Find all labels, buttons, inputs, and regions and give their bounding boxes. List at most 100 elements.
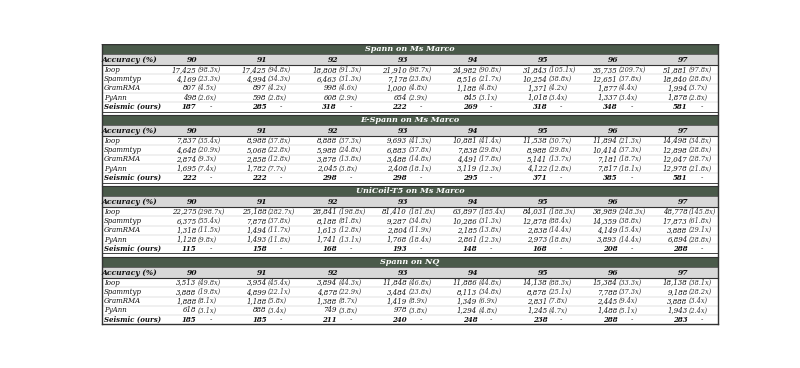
Text: (37.8x): (37.8x) [268, 137, 291, 145]
Text: 96: 96 [608, 56, 618, 64]
Text: (2.9x): (2.9x) [338, 93, 358, 102]
Text: (38.8x): (38.8x) [549, 75, 572, 83]
Text: 92: 92 [327, 56, 338, 64]
Text: (2.8x): (2.8x) [689, 93, 708, 102]
Text: 4,122: 4,122 [527, 164, 547, 173]
Text: 348: 348 [603, 103, 618, 111]
Bar [102, 74, 718, 84]
Text: 2,973: 2,973 [527, 236, 547, 244]
Text: 285: 285 [252, 103, 266, 111]
Text: 96: 96 [608, 269, 618, 277]
Text: 31,843: 31,843 [522, 66, 547, 74]
Text: 1,294: 1,294 [457, 307, 477, 315]
Bar [102, 207, 718, 216]
Text: 93: 93 [398, 269, 408, 277]
Text: 12,878: 12,878 [522, 217, 547, 225]
Text: (15.4x): (15.4x) [619, 226, 642, 234]
Text: 93: 93 [398, 127, 408, 135]
Text: 193: 193 [393, 245, 407, 253]
Text: 3,119: 3,119 [457, 164, 477, 173]
Text: 6,894: 6,894 [667, 236, 687, 244]
Text: (37.8x): (37.8x) [619, 75, 642, 83]
Text: GramRMA: GramRMA [104, 297, 141, 305]
Bar [102, 173, 718, 183]
Text: 3,954: 3,954 [246, 279, 266, 287]
Text: 2,445: 2,445 [598, 297, 618, 305]
Text: E-Spann on Ms Marco: E-Spann on Ms Marco [360, 116, 460, 124]
Text: -: - [280, 103, 282, 111]
Text: 38,989: 38,989 [593, 208, 618, 216]
Text: UniCoil-T5 on Ms Marco: UniCoil-T5 on Ms Marco [356, 187, 464, 195]
Bar [102, 125, 718, 136]
Text: 97: 97 [678, 198, 689, 206]
Text: (97.8x): (97.8x) [689, 66, 712, 74]
Text: 185: 185 [182, 316, 197, 324]
Text: (8.1x): (8.1x) [198, 297, 217, 305]
Text: 24,982: 24,982 [453, 66, 477, 74]
Text: 298: 298 [322, 174, 337, 182]
Text: 1,494: 1,494 [246, 226, 266, 234]
Text: 95: 95 [538, 56, 548, 64]
Text: PyAnn: PyAnn [104, 236, 126, 244]
Text: (298.7x): (298.7x) [198, 208, 226, 216]
Text: 318: 318 [322, 103, 337, 111]
Text: (3.7x): (3.7x) [689, 84, 708, 92]
Text: (21.8x): (21.8x) [689, 164, 712, 173]
Text: -: - [630, 245, 633, 253]
Text: -: - [420, 174, 422, 182]
Text: 1,349: 1,349 [457, 297, 477, 305]
Text: PyAnn: PyAnn [104, 164, 126, 173]
Text: (5.8x): (5.8x) [268, 297, 287, 305]
Text: 8,113: 8,113 [457, 288, 477, 296]
Text: 248: 248 [462, 316, 477, 324]
Text: 7,837: 7,837 [176, 137, 197, 145]
Text: 17,425: 17,425 [172, 66, 197, 74]
Text: 95: 95 [538, 127, 548, 135]
Bar [102, 278, 718, 287]
Text: 2,838: 2,838 [527, 226, 547, 234]
Text: (61.8x): (61.8x) [689, 217, 712, 225]
Text: (188.3x): (188.3x) [549, 208, 576, 216]
Bar [102, 267, 718, 278]
Text: -: - [420, 245, 422, 253]
Text: (34.8x): (34.8x) [409, 217, 431, 225]
Bar [102, 164, 718, 173]
Text: (90.8x): (90.8x) [478, 66, 502, 74]
Text: (7.4x): (7.4x) [198, 164, 217, 173]
Text: 1,419: 1,419 [386, 297, 407, 305]
Text: (18.1x): (18.1x) [409, 164, 431, 173]
Text: 21,910: 21,910 [382, 66, 407, 74]
Text: -: - [560, 174, 562, 182]
Text: (18.1x): (18.1x) [619, 164, 642, 173]
Text: (198.8x): (198.8x) [338, 208, 366, 216]
Text: 90: 90 [187, 127, 198, 135]
Text: 2,408: 2,408 [386, 164, 407, 173]
Text: (18.8x): (18.8x) [549, 236, 572, 244]
Text: -: - [560, 245, 562, 253]
Text: Accuracy (%): Accuracy (%) [102, 269, 158, 277]
Text: 288: 288 [603, 316, 618, 324]
Text: Seismic (ours): Seismic (ours) [104, 103, 161, 111]
Text: 2,185: 2,185 [457, 226, 477, 234]
Text: 2,858: 2,858 [246, 155, 266, 163]
Text: 3,878: 3,878 [317, 155, 337, 163]
Text: (28.7x): (28.7x) [689, 155, 712, 163]
Text: 95: 95 [538, 198, 548, 206]
Text: 11,886: 11,886 [453, 279, 477, 287]
Bar [102, 84, 718, 93]
Text: Seismic (ours): Seismic (ours) [104, 316, 161, 324]
Text: -: - [701, 245, 703, 253]
Text: (29.8x): (29.8x) [478, 146, 502, 154]
Text: (9.3x): (9.3x) [198, 155, 217, 163]
Text: GramRMA: GramRMA [104, 155, 141, 163]
Text: 4,169: 4,169 [176, 75, 197, 83]
Bar [102, 65, 718, 74]
Text: (2.4x): (2.4x) [689, 307, 708, 315]
Text: (3.8x): (3.8x) [409, 307, 427, 315]
Text: -: - [490, 174, 492, 182]
Bar [102, 145, 718, 155]
Text: (5.1x): (5.1x) [619, 307, 638, 315]
Bar [102, 54, 718, 65]
Text: -: - [420, 316, 422, 324]
Bar [102, 315, 718, 325]
